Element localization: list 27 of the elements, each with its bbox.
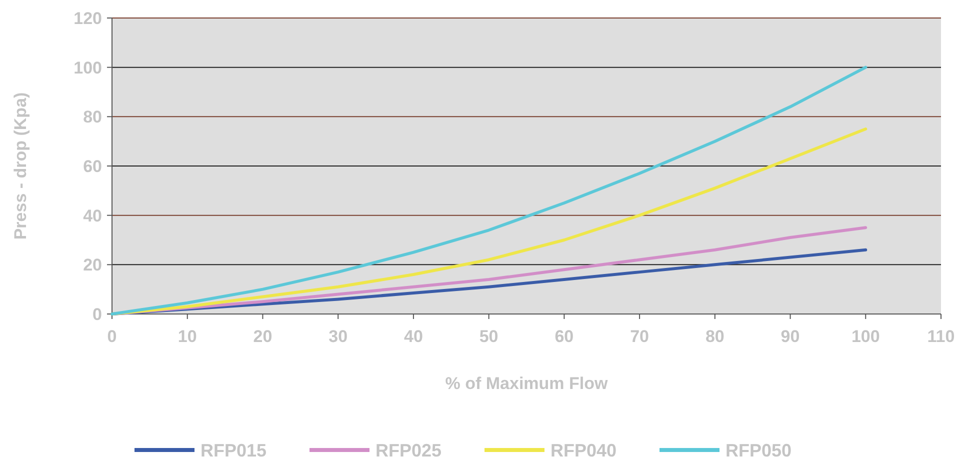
y-tick-label: 80 xyxy=(83,108,102,127)
x-tick-label: 30 xyxy=(328,327,348,346)
x-tick-label: 110 xyxy=(927,327,955,346)
x-tick-label: 50 xyxy=(479,327,498,346)
legend-label: RFP040 xyxy=(550,440,617,460)
line-series xyxy=(110,128,868,316)
x-tick-label: 10 xyxy=(178,327,197,346)
x-tick-label: 80 xyxy=(705,327,724,346)
y-axis-title: Press - drop (Kpa) xyxy=(11,92,30,240)
y-tick-label: 20 xyxy=(83,256,102,275)
legend-label: RFP015 xyxy=(200,440,267,460)
x-tick-label: 40 xyxy=(404,327,423,346)
y-tick-label: 120 xyxy=(74,8,102,28)
x-tick-label: 60 xyxy=(554,327,574,346)
line-series xyxy=(110,66,868,316)
x-tick-label: 70 xyxy=(630,327,650,346)
x-axis-title: % of Maximum Flow xyxy=(445,374,608,393)
legend-label: RFP025 xyxy=(376,440,442,460)
x-tick-label: 20 xyxy=(253,327,272,346)
x-tick-label: 90 xyxy=(780,327,800,346)
legend-label: RFP050 xyxy=(726,440,792,460)
x-tick-label: 100 xyxy=(851,327,880,346)
y-tick-label: 60 xyxy=(83,156,102,176)
y-tick-label: 0 xyxy=(92,304,102,324)
x-tick-label: 0 xyxy=(107,327,117,346)
y-tick-label: 40 xyxy=(83,206,102,226)
y-tick-label: 100 xyxy=(74,58,102,78)
